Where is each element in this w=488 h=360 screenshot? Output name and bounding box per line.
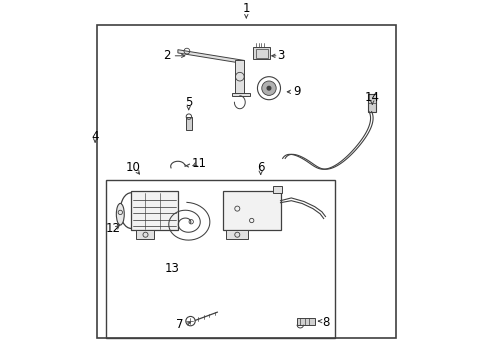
- Text: 4: 4: [91, 130, 99, 143]
- Text: 3: 3: [276, 49, 284, 62]
- Text: 12: 12: [105, 222, 121, 235]
- Ellipse shape: [116, 203, 124, 225]
- Text: 8: 8: [321, 316, 328, 329]
- Text: 6: 6: [256, 161, 264, 174]
- Bar: [367, 94, 375, 112]
- Bar: [106, 180, 334, 338]
- Bar: [253, 47, 269, 59]
- Bar: [223, 191, 280, 230]
- Text: 11: 11: [192, 157, 206, 170]
- Text: 7: 7: [176, 318, 183, 330]
- Polygon shape: [235, 60, 244, 93]
- Text: 5: 5: [184, 96, 192, 109]
- Text: 2: 2: [163, 49, 170, 62]
- Circle shape: [266, 86, 270, 90]
- Text: 1: 1: [242, 3, 249, 15]
- Polygon shape: [231, 93, 249, 96]
- Bar: [186, 117, 191, 130]
- Text: 14: 14: [364, 91, 379, 104]
- Bar: [136, 230, 154, 239]
- Bar: [296, 318, 314, 325]
- Bar: [273, 186, 282, 193]
- Polygon shape: [178, 50, 244, 64]
- Bar: [255, 49, 267, 58]
- Text: 10: 10: [125, 161, 140, 174]
- Bar: [97, 25, 395, 338]
- Circle shape: [261, 81, 276, 95]
- Text: 9: 9: [292, 85, 300, 98]
- Bar: [226, 230, 247, 239]
- Text: 13: 13: [165, 262, 180, 275]
- Bar: [131, 191, 178, 230]
